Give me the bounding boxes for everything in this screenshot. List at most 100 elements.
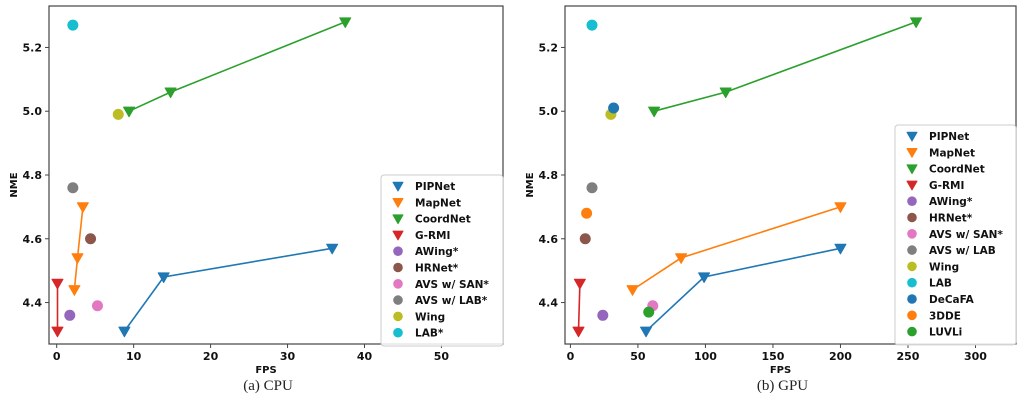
data-point-circle <box>112 108 124 120</box>
x-tick-label: 50 <box>630 350 646 363</box>
x-axis-label: FPS <box>770 365 791 376</box>
series-g-rmi <box>572 278 586 338</box>
legend-label: AVS w/ SAN* <box>929 229 1003 241</box>
series-lab- <box>67 19 79 31</box>
legend-marker-circle <box>907 196 917 206</box>
legend-marker-triangle <box>906 148 918 158</box>
x-tick-label: 0 <box>567 350 575 363</box>
legend-marker-circle <box>907 277 917 288</box>
data-point-circle <box>581 207 593 219</box>
legend-label: G-RMI <box>415 230 450 242</box>
series-pipnet <box>640 243 847 338</box>
legend-marker-circle <box>393 262 403 273</box>
data-point-circle <box>643 306 655 318</box>
data-point-triangle <box>164 87 177 99</box>
data-point-circle <box>597 309 609 321</box>
legend-label: HRNet* <box>929 213 973 225</box>
legend-label: HRNet* <box>415 263 459 275</box>
x-tick-label: 10 <box>126 350 142 363</box>
series-luvli <box>643 306 655 318</box>
data-point-triangle <box>648 106 661 118</box>
series-mapnet <box>626 202 847 296</box>
legend-label: AVS w/ LAB* <box>415 295 488 307</box>
legend-marker-triangle <box>392 181 404 192</box>
data-point-triangle <box>834 243 847 255</box>
data-point-triangle <box>640 326 653 338</box>
data-point-triangle <box>68 285 81 296</box>
data-point-triangle <box>910 17 923 28</box>
legend-frame <box>894 124 1017 346</box>
legend-label: DeCaFA <box>929 294 975 306</box>
data-point-circle <box>579 233 591 245</box>
data-point-triangle <box>719 87 732 99</box>
legend-label: AWing* <box>929 196 973 208</box>
series-coordnet <box>123 17 352 118</box>
legend-marker-circle <box>907 294 917 304</box>
data-point-circle <box>91 300 103 312</box>
y-axis-label: NME <box>9 172 20 197</box>
x-tick-label: 250 <box>896 350 919 363</box>
legend-label: CoordNet <box>929 164 985 176</box>
series-awing- <box>597 309 609 321</box>
data-point-triangle <box>51 326 64 338</box>
gpu-panel: 0 50 100 150 200 250 300 4.4 4.6 4.8 5.0 5.2 FPS NME (… <box>525 5 1017 394</box>
legend-label: LAB <box>929 278 952 290</box>
legend-frame <box>380 174 504 347</box>
series-wing <box>112 108 124 120</box>
legend-label: Wing <box>929 261 959 273</box>
legend-label: AVS w/ LAB <box>929 245 996 257</box>
legend-label: AVS w/ SAN* <box>415 279 489 291</box>
legend-label: Wing <box>415 311 445 323</box>
data-point-circle <box>67 182 79 194</box>
data-point-circle <box>586 182 598 194</box>
legend-marker-circle <box>907 261 917 272</box>
series-avs-w-lab <box>586 182 598 194</box>
legend-label: LUVLi <box>929 327 962 339</box>
x-tick-label: 150 <box>761 350 784 363</box>
legend-marker-circle <box>393 311 403 322</box>
series-pipnet <box>118 243 339 338</box>
x-tick-label: 300 <box>964 350 987 363</box>
data-point-circle <box>85 233 97 245</box>
series-3dde <box>581 207 593 219</box>
legend-marker-triangle <box>392 214 404 225</box>
data-point-circle <box>67 19 79 31</box>
y-tick-label: 4.8 <box>23 169 43 182</box>
series-hrnet- <box>579 233 591 245</box>
data-point-triangle <box>834 202 847 213</box>
data-point-triangle <box>123 106 136 118</box>
y-tick-label: 4.6 <box>539 233 559 246</box>
series-mapnet <box>68 202 89 296</box>
x-tick-label: 100 <box>694 350 717 363</box>
legend-marker-circle <box>907 212 917 223</box>
legend-label: AWing* <box>415 246 459 258</box>
data-point-triangle <box>339 17 352 28</box>
data-point-triangle <box>573 278 586 290</box>
data-point-triangle <box>51 278 64 290</box>
y-tick-label: 5.0 <box>23 105 43 118</box>
legend-marker-circle <box>393 279 403 289</box>
y-tick-label: 4.8 <box>539 169 559 182</box>
x-axis-label: FPS <box>255 365 276 376</box>
legend: PIPNet MapNet CoordNet G-RMI AWing* HRNet* AVS… <box>380 174 504 347</box>
y-tick-label: 4.6 <box>23 233 43 246</box>
legend-marker-circle <box>393 246 403 256</box>
y-tick-label: 4.4 <box>539 297 559 310</box>
data-point-triangle <box>626 285 639 296</box>
legend-label: PIPNet <box>415 181 455 193</box>
legend-marker-circle <box>907 326 917 337</box>
y-tick-label: 5.2 <box>539 41 559 54</box>
x-tick-label: 20 <box>203 350 219 363</box>
series-line <box>577 283 581 332</box>
data-point-triangle <box>326 243 339 255</box>
x-tick-label: 30 <box>280 350 296 363</box>
legend-marker-triangle <box>392 198 404 208</box>
legend-marker-triangle <box>392 230 404 241</box>
data-point-triangle <box>118 326 131 338</box>
legend-label: LAB* <box>415 328 444 340</box>
legend-marker-triangle <box>906 131 918 142</box>
legend-marker-triangle <box>906 164 918 175</box>
legend: PIPNet MapNet CoordNet G-RMI AWing* HRNet* AVS… <box>894 124 1017 346</box>
data-point-triangle <box>698 272 711 284</box>
